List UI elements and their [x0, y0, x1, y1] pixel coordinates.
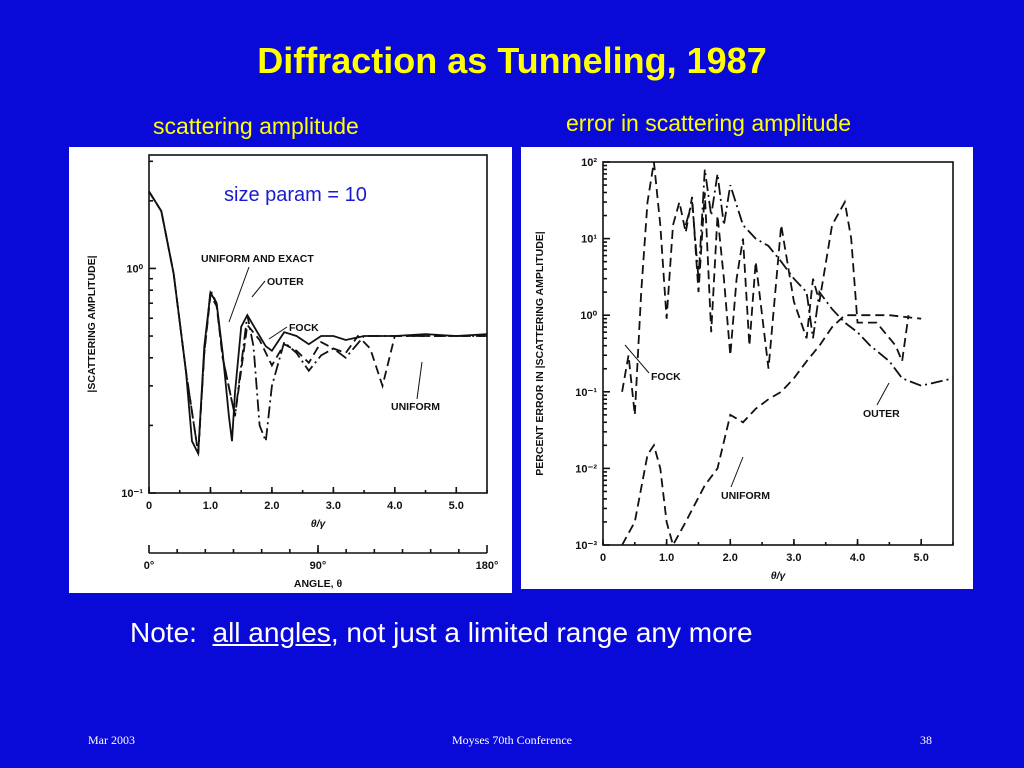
x-tick-label: 3.0 — [326, 500, 341, 512]
x-tick-label: 1.0 — [203, 500, 218, 512]
y-axis-label: PERCENT ERROR IN |SCATTERING AMPLITUDE| — [534, 231, 546, 476]
x-tick-label: 2.0 — [723, 552, 738, 564]
series-line-outer — [684, 169, 954, 387]
annotation-label: OUTER — [267, 276, 304, 288]
inset-size-param: size param = 10 — [224, 184, 367, 206]
y-tick-label: 10⁰ — [580, 310, 597, 322]
scattering-amplitude-svg: 0 1.0 2.0 3.0 4.0 5.0 10⁰ 10⁻¹ θ/γ |SCATTERING AM… — [86, 154, 499, 590]
annotation-leader — [876, 382, 890, 406]
series-line-fock — [621, 161, 910, 415]
x-tick-label: 2.0 — [264, 500, 279, 512]
footer-page-number: 38 — [920, 733, 932, 747]
footer-conference: Moyses 70th Conference — [452, 733, 572, 747]
y-tick-label: 10² — [581, 157, 597, 169]
annotation-leader — [251, 280, 266, 298]
annotation-label: FOCK — [651, 371, 681, 383]
scattering-amplitude-chart: 0 1.0 2.0 3.0 4.0 5.0 10⁰ 10⁻¹ θ/γ |SCATTERING AM… — [69, 147, 512, 593]
annotation-label: UNIFORM — [391, 401, 440, 413]
right-chart-heading: error in scattering amplitude — [566, 110, 852, 136]
secondary-tick-label: 90° — [310, 560, 327, 572]
x-tick-label: 4.0 — [850, 552, 865, 564]
y-tick-label: 10¹ — [581, 234, 597, 246]
annotation-leader — [416, 361, 423, 400]
plot-frame — [602, 161, 954, 546]
x-axis-label: θ/γ — [771, 570, 787, 582]
annotation-label: UNIFORM AND EXACT — [201, 253, 314, 265]
note-underlined: all angles — [212, 617, 331, 648]
y-tick-label: 10⁻³ — [575, 540, 597, 552]
slide-title: Diffraction as Tunneling, 1987 — [257, 40, 767, 81]
note-suffix: , not just a limited range any more — [330, 617, 753, 648]
footer-date: Mar 2003 — [88, 733, 135, 747]
annotation-leader — [730, 456, 744, 488]
error-scattering-amplitude-svg: 0 1.0 2.0 3.0 4.0 5.0 10² 10¹ 10⁰ 10⁻¹ 10⁻² 10⁻³ θ/γ… — [534, 157, 954, 582]
annotation-label: OUTER — [863, 408, 900, 420]
note-prefix: Note: — [130, 617, 197, 648]
secondary-axis-label: ANGLE, θ — [294, 578, 343, 590]
x-tick-label: 3.0 — [786, 552, 801, 564]
annotation-label: FOCK — [289, 322, 319, 334]
note-text: Note: all angles, not just a limited ran… — [130, 617, 753, 649]
x-tick-label: 5.0 — [914, 552, 929, 564]
x-tick-label: 1.0 — [659, 552, 674, 564]
annotation-label: UNIFORM — [721, 490, 770, 502]
series-line-uniform — [621, 314, 922, 548]
annotation-leader — [228, 266, 250, 323]
y-tick-label: 10⁰ — [126, 263, 143, 275]
annotation-leader — [624, 344, 650, 374]
y-tick-label: 10⁻² — [575, 463, 597, 475]
error-scattering-amplitude-chart: 0 1.0 2.0 3.0 4.0 5.0 10² 10¹ 10⁰ 10⁻¹ 10⁻² 10⁻³ θ/γ… — [521, 147, 973, 589]
secondary-tick-label: 180° — [476, 560, 499, 572]
left-chart-heading: scattering amplitude — [153, 113, 359, 139]
x-tick-label: 0 — [146, 500, 152, 512]
y-tick-label: 10⁻¹ — [121, 488, 143, 500]
x-tick-label: 0 — [600, 552, 606, 564]
x-tick-label: 5.0 — [449, 500, 464, 512]
y-axis-label: |SCATTERING AMPLITUDE| — [86, 255, 98, 392]
annotation-leader — [268, 326, 288, 340]
x-tick-label: 4.0 — [387, 500, 402, 512]
series-line-fock — [148, 191, 487, 454]
x-axis-label: θ/γ — [311, 518, 327, 530]
plot-frame — [148, 154, 488, 494]
y-tick-label: 10⁻¹ — [575, 387, 597, 399]
secondary-tick-label: 0° — [144, 560, 155, 572]
